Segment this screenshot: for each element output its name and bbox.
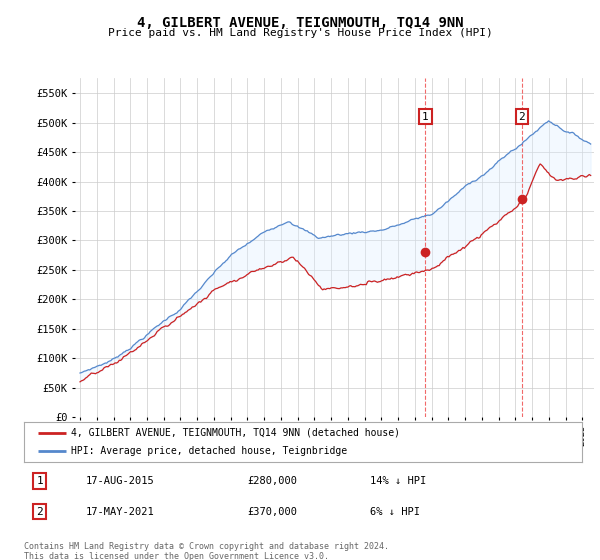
Text: 4, GILBERT AVENUE, TEIGNMOUTH, TQ14 9NN: 4, GILBERT AVENUE, TEIGNMOUTH, TQ14 9NN xyxy=(137,16,463,30)
Text: 2: 2 xyxy=(518,111,525,122)
Text: 6% ↓ HPI: 6% ↓ HPI xyxy=(370,507,420,517)
Text: 2: 2 xyxy=(36,507,43,517)
Text: Price paid vs. HM Land Registry's House Price Index (HPI): Price paid vs. HM Land Registry's House … xyxy=(107,28,493,38)
Text: 17-AUG-2015: 17-AUG-2015 xyxy=(85,476,154,486)
Text: £280,000: £280,000 xyxy=(247,476,297,486)
Text: 1: 1 xyxy=(36,476,43,486)
Text: 17-MAY-2021: 17-MAY-2021 xyxy=(85,507,154,517)
Text: 14% ↓ HPI: 14% ↓ HPI xyxy=(370,476,426,486)
Text: 4, GILBERT AVENUE, TEIGNMOUTH, TQ14 9NN (detached house): 4, GILBERT AVENUE, TEIGNMOUTH, TQ14 9NN … xyxy=(71,428,400,437)
Text: 1: 1 xyxy=(422,111,429,122)
Text: Contains HM Land Registry data © Crown copyright and database right 2024.
This d: Contains HM Land Registry data © Crown c… xyxy=(24,542,389,560)
Text: HPI: Average price, detached house, Teignbridge: HPI: Average price, detached house, Teig… xyxy=(71,446,347,456)
Text: £370,000: £370,000 xyxy=(247,507,297,517)
